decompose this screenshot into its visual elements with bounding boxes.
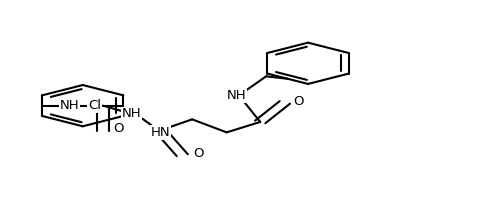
Text: HN: HN: [150, 126, 170, 139]
Text: O: O: [294, 95, 304, 108]
Text: NH: NH: [122, 107, 141, 120]
Text: NH: NH: [60, 99, 79, 112]
Text: Cl: Cl: [88, 99, 101, 112]
Text: NH: NH: [227, 89, 247, 102]
Text: O: O: [193, 147, 204, 160]
Text: O: O: [114, 122, 124, 135]
